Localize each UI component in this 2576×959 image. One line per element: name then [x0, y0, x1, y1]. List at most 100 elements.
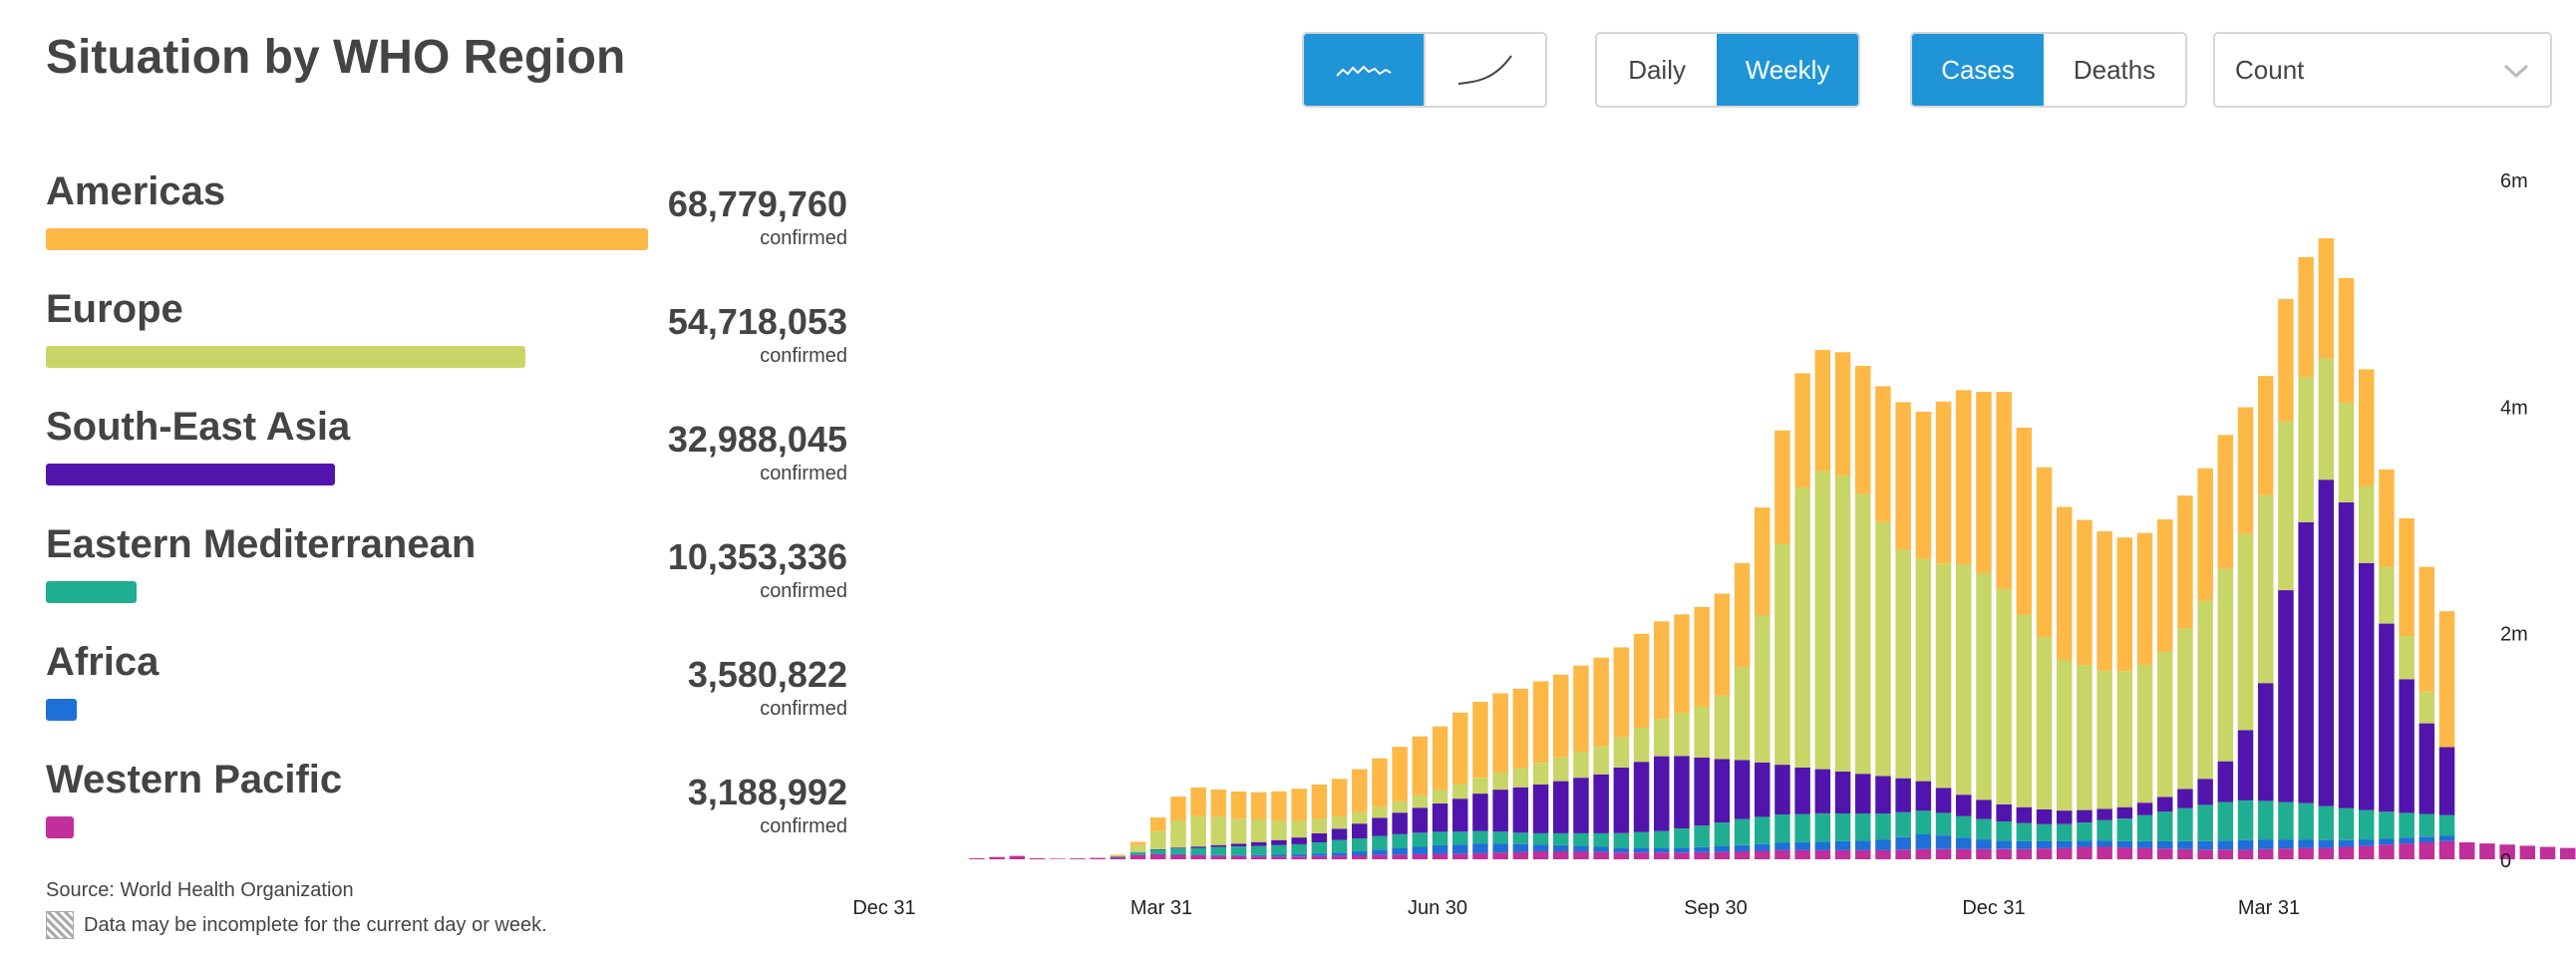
- bar-segment-americas[interactable]: [1532, 681, 1549, 764]
- bar-segment-western-pacific[interactable]: [2359, 845, 2375, 859]
- bar-segment-south-east-asia[interactable]: [1512, 787, 1529, 833]
- bar-segment-europe[interactable]: [1694, 706, 1710, 758]
- bar-segment-south-east-asia[interactable]: [1895, 778, 1911, 812]
- bar-segment-western-pacific[interactable]: [2116, 847, 2133, 859]
- bar-segment-south-east-asia[interactable]: [2438, 747, 2455, 815]
- bar-segment-south-east-asia[interactable]: [1372, 817, 1388, 836]
- bar-segment-western-pacific[interactable]: [1412, 853, 1429, 859]
- bar-segment-eastern-mediterranean[interactable]: [1553, 832, 1569, 845]
- bar-segment-south-east-asia[interactable]: [1814, 769, 1831, 813]
- bar-segment-africa[interactable]: [1794, 841, 1810, 850]
- bar-segment-africa[interactable]: [1814, 841, 1831, 850]
- bar-segment-europe[interactable]: [2217, 568, 2234, 762]
- bar-segment-eastern-mediterranean[interactable]: [2278, 801, 2294, 840]
- bar-segment-americas[interactable]: [1412, 736, 1429, 796]
- bar-segment-americas[interactable]: [1633, 633, 1650, 729]
- bar-segment-western-pacific[interactable]: [1755, 850, 1771, 860]
- bar-segment-africa[interactable]: [2177, 840, 2193, 849]
- bar-segment-africa[interactable]: [2379, 838, 2395, 845]
- bar-segment-eastern-mediterranean[interactable]: [1372, 835, 1388, 850]
- bar-segment-eastern-mediterranean[interactable]: [1714, 822, 1731, 846]
- bar-segment-europe[interactable]: [1855, 493, 1871, 775]
- bar-segment-europe[interactable]: [1492, 773, 1508, 791]
- bar-segment-western-pacific[interactable]: [2438, 840, 2455, 859]
- bar-segment-europe[interactable]: [1794, 487, 1810, 768]
- bar-segment-europe[interactable]: [1895, 549, 1911, 779]
- bar-segment-africa[interactable]: [1311, 853, 1328, 856]
- bar-segment-western-pacific[interactable]: [1814, 849, 1831, 859]
- bar-segment-south-east-asia[interactable]: [1532, 785, 1549, 833]
- bar-segment-eastern-mediterranean[interactable]: [1834, 813, 1851, 841]
- bar-segment-americas[interactable]: [2177, 495, 2193, 629]
- bar-segment-south-east-asia[interactable]: [1834, 771, 1851, 813]
- bar-segment-south-east-asia[interactable]: [1996, 803, 2012, 821]
- bar-segment-africa[interactable]: [2237, 839, 2254, 850]
- bar-segment-africa[interactable]: [1956, 837, 1972, 849]
- bar-segment-western-pacific[interactable]: [1855, 849, 1871, 859]
- bar-segment-europe[interactable]: [1915, 558, 1932, 782]
- bar-segment-americas[interactable]: [2379, 470, 2395, 567]
- bar-segment-americas[interactable]: [1432, 726, 1449, 791]
- bar-segment-western-pacific[interactable]: [1915, 848, 1932, 859]
- bar-segment-western-pacific[interactable]: [1512, 851, 1529, 859]
- bar-segment-south-east-asia[interactable]: [1774, 765, 1790, 815]
- bar-segment-europe[interactable]: [1814, 471, 1831, 770]
- bar-segment-africa[interactable]: [2418, 836, 2435, 842]
- bar-segment-eastern-mediterranean[interactable]: [1654, 830, 1670, 848]
- bar-segment-south-east-asia[interactable]: [2217, 761, 2234, 802]
- bar-segment-eastern-mediterranean[interactable]: [2077, 822, 2093, 841]
- bar-segment-eastern-mediterranean[interactable]: [1352, 838, 1368, 852]
- bar-segment-africa[interactable]: [2359, 839, 2375, 846]
- bar-segment-eastern-mediterranean[interactable]: [1432, 831, 1449, 845]
- bar-segment-western-pacific[interactable]: [2399, 843, 2415, 859]
- bar-segment-south-east-asia[interactable]: [1492, 790, 1508, 832]
- bar-segment-western-pacific[interactable]: [2479, 843, 2495, 859]
- bar-segment-western-pacific[interactable]: [1129, 854, 1146, 860]
- bar-segment-africa[interactable]: [1472, 843, 1488, 853]
- bar-segment-south-east-asia[interactable]: [2036, 809, 2053, 824]
- bar-segment-americas[interactable]: [1814, 350, 1831, 472]
- bar-segment-americas[interactable]: [2157, 519, 2173, 652]
- bar-segment-eastern-mediterranean[interactable]: [1311, 842, 1328, 854]
- bar-segment-western-pacific[interactable]: [1029, 857, 1046, 859]
- bar-segment-europe[interactable]: [2197, 600, 2213, 780]
- bar-segment-western-pacific[interactable]: [2459, 842, 2475, 860]
- bar-segment-south-east-asia[interactable]: [1976, 799, 1992, 819]
- bar-segment-western-pacific[interactable]: [1372, 854, 1388, 860]
- bar-segment-south-east-asia[interactable]: [1251, 841, 1267, 846]
- bar-segment-americas[interactable]: [1654, 621, 1670, 720]
- bar-segment-south-east-asia[interactable]: [1210, 844, 1227, 847]
- bar-segment-eastern-mediterranean[interactable]: [1915, 810, 1932, 834]
- bar-segment-americas[interactable]: [1613, 647, 1630, 738]
- bar-segment-south-east-asia[interactable]: [1956, 795, 1972, 816]
- bar-segment-americas[interactable]: [1129, 841, 1146, 845]
- bar-segment-europe[interactable]: [2096, 670, 2112, 809]
- bar-segment-western-pacific[interactable]: [1190, 855, 1206, 859]
- bar-segment-americas[interactable]: [1392, 747, 1408, 801]
- bar-segment-africa[interactable]: [1492, 843, 1508, 853]
- bar-segment-americas[interactable]: [1714, 593, 1731, 696]
- bar-segment-south-east-asia[interactable]: [2237, 730, 2254, 800]
- bar-segment-europe[interactable]: [2418, 691, 2435, 724]
- bar-segment-americas[interactable]: [1915, 412, 1932, 559]
- bar-segment-south-east-asia[interactable]: [1734, 760, 1751, 819]
- bar-segment-south-east-asia[interactable]: [1654, 756, 1670, 831]
- bar-segment-americas[interactable]: [2359, 369, 2375, 486]
- bar-segment-europe[interactable]: [1190, 815, 1206, 847]
- bar-segment-eastern-mediterranean[interactable]: [2197, 804, 2213, 841]
- bar-segment-eastern-mediterranean[interactable]: [1190, 847, 1206, 855]
- bar-segment-europe[interactable]: [2016, 614, 2033, 807]
- bar-segment-western-pacific[interactable]: [2539, 846, 2556, 860]
- bar-segment-europe[interactable]: [2359, 485, 2375, 563]
- bar-segment-africa[interactable]: [1895, 836, 1911, 850]
- bar-segment-south-east-asia[interactable]: [1392, 812, 1408, 834]
- bar-segment-western-pacific[interactable]: [1573, 851, 1589, 859]
- bar-segment-africa[interactable]: [2298, 839, 2314, 848]
- bar-segment-western-pacific[interactable]: [1714, 851, 1731, 859]
- bar-segment-africa[interactable]: [1170, 853, 1186, 855]
- bar-segment-africa[interactable]: [2258, 839, 2274, 849]
- bar-segment-eastern-mediterranean[interactable]: [1774, 814, 1790, 843]
- bar-segment-africa[interactable]: [1512, 843, 1529, 852]
- bar-segment-south-east-asia[interactable]: [2136, 802, 2153, 815]
- bar-segment-eastern-mediterranean[interactable]: [1512, 832, 1529, 844]
